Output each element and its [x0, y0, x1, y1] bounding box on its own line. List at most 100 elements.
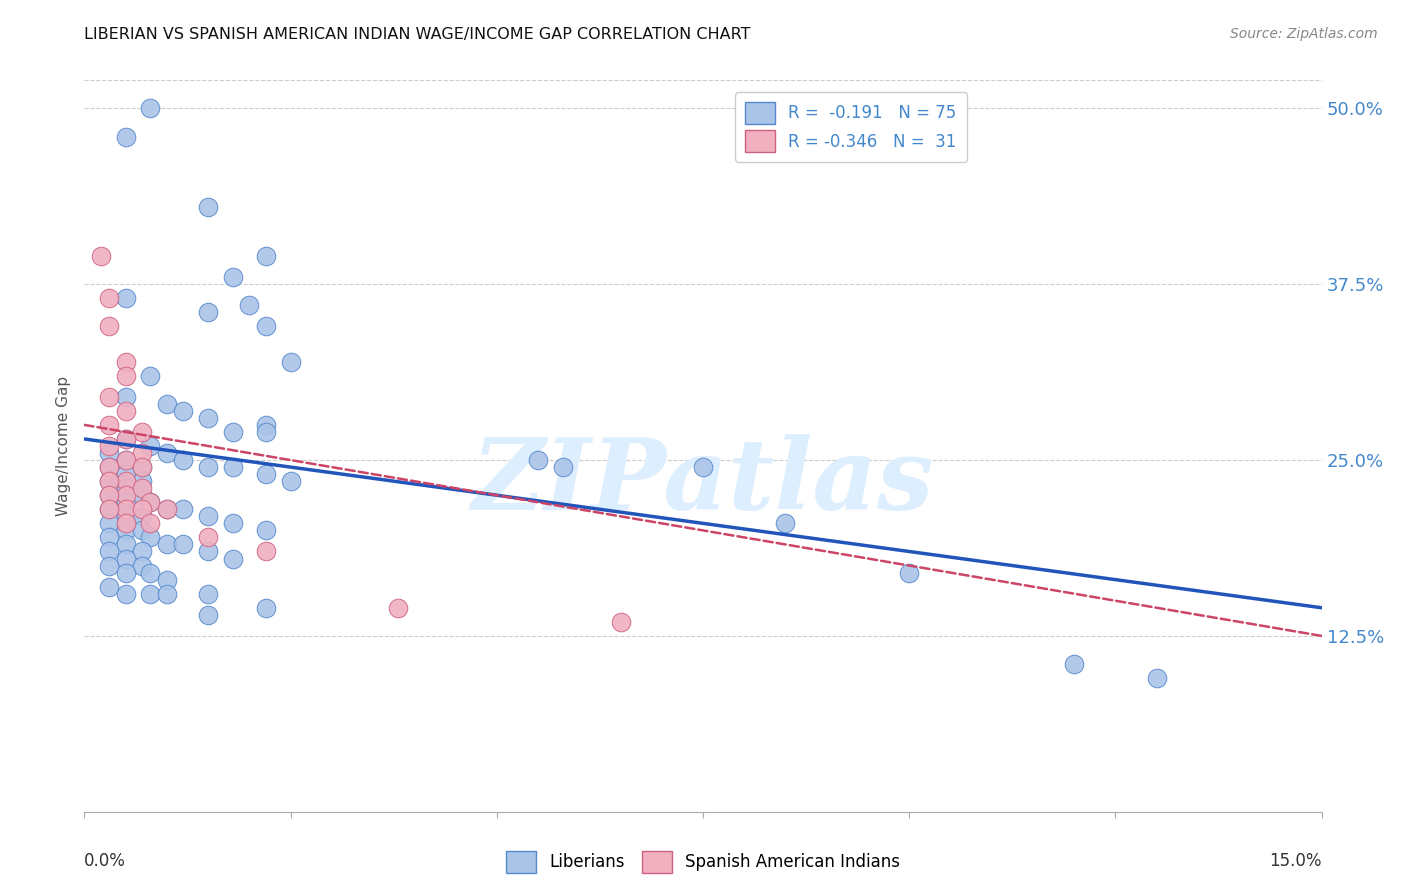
Point: [172, 537, 194, 551]
Point: [114, 488, 136, 502]
Point: [156, 573, 179, 587]
Point: [139, 495, 162, 509]
Point: [98, 319, 121, 334]
Point: [114, 502, 136, 516]
Point: [114, 390, 136, 404]
Point: [114, 354, 136, 368]
Point: [98, 502, 121, 516]
Point: [98, 439, 121, 453]
Point: [139, 495, 162, 509]
Point: [222, 270, 245, 285]
Point: [222, 425, 245, 439]
Point: [156, 397, 179, 411]
Point: [131, 544, 153, 558]
Text: ZIPatlas: ZIPatlas: [472, 434, 934, 531]
Point: [131, 558, 153, 573]
Point: [114, 587, 136, 601]
Y-axis label: Wage/Income Gap: Wage/Income Gap: [56, 376, 72, 516]
Point: [222, 460, 245, 475]
Point: [156, 587, 179, 601]
Text: Source: ZipAtlas.com: Source: ZipAtlas.com: [1230, 27, 1378, 41]
Point: [222, 516, 245, 531]
Point: [139, 516, 162, 531]
Point: [114, 481, 136, 495]
Point: [114, 474, 136, 488]
Point: [254, 249, 277, 263]
Point: [114, 537, 136, 551]
Point: [197, 587, 219, 601]
Point: [156, 446, 179, 460]
Point: [197, 607, 219, 622]
Point: [254, 425, 277, 439]
Point: [692, 460, 714, 475]
Point: [98, 474, 121, 488]
Point: [114, 495, 136, 509]
Point: [98, 390, 121, 404]
Point: [114, 516, 136, 531]
Point: [238, 298, 260, 312]
Point: [197, 200, 219, 214]
Point: [254, 417, 277, 432]
Point: [139, 530, 162, 544]
Point: [114, 404, 136, 418]
Point: [90, 249, 112, 263]
Point: [197, 460, 219, 475]
Point: [197, 410, 219, 425]
Point: [387, 600, 409, 615]
Text: 0.0%: 0.0%: [84, 852, 127, 870]
Point: [114, 368, 136, 383]
Point: [131, 502, 153, 516]
Point: [254, 467, 277, 482]
Point: [114, 524, 136, 538]
Point: [254, 319, 277, 334]
Point: [131, 524, 153, 538]
Point: [197, 544, 219, 558]
Point: [254, 600, 277, 615]
Point: [156, 502, 179, 516]
Point: [98, 502, 121, 516]
Point: [898, 566, 921, 580]
Point: [131, 460, 153, 475]
Point: [131, 474, 153, 488]
Point: [156, 502, 179, 516]
Point: [775, 516, 797, 531]
Point: [131, 481, 153, 495]
Point: [1146, 671, 1168, 685]
Point: [172, 502, 194, 516]
Point: [114, 432, 136, 446]
Point: [98, 417, 121, 432]
Point: [139, 587, 162, 601]
Point: [197, 305, 219, 319]
Point: [98, 474, 121, 488]
Legend: Liberians, Spanish American Indians: Liberians, Spanish American Indians: [499, 845, 907, 880]
Point: [172, 404, 194, 418]
Point: [139, 566, 162, 580]
Point: [114, 291, 136, 305]
Point: [131, 460, 153, 475]
Point: [139, 439, 162, 453]
Point: [197, 530, 219, 544]
Point: [98, 460, 121, 475]
Point: [98, 544, 121, 558]
Point: [98, 530, 121, 544]
Point: [131, 488, 153, 502]
Point: [98, 580, 121, 594]
Point: [197, 509, 219, 524]
Point: [551, 460, 574, 475]
Point: [114, 453, 136, 467]
Point: [172, 453, 194, 467]
Point: [280, 474, 302, 488]
Point: [98, 446, 121, 460]
Point: [98, 558, 121, 573]
Text: LIBERIAN VS SPANISH AMERICAN INDIAN WAGE/INCOME GAP CORRELATION CHART: LIBERIAN VS SPANISH AMERICAN INDIAN WAGE…: [84, 27, 751, 42]
Point: [139, 368, 162, 383]
Point: [1063, 657, 1085, 671]
Point: [114, 432, 136, 446]
Point: [254, 524, 277, 538]
Point: [114, 551, 136, 566]
Point: [254, 544, 277, 558]
Point: [114, 566, 136, 580]
Point: [98, 291, 121, 305]
Point: [131, 425, 153, 439]
Text: 15.0%: 15.0%: [1270, 852, 1322, 870]
